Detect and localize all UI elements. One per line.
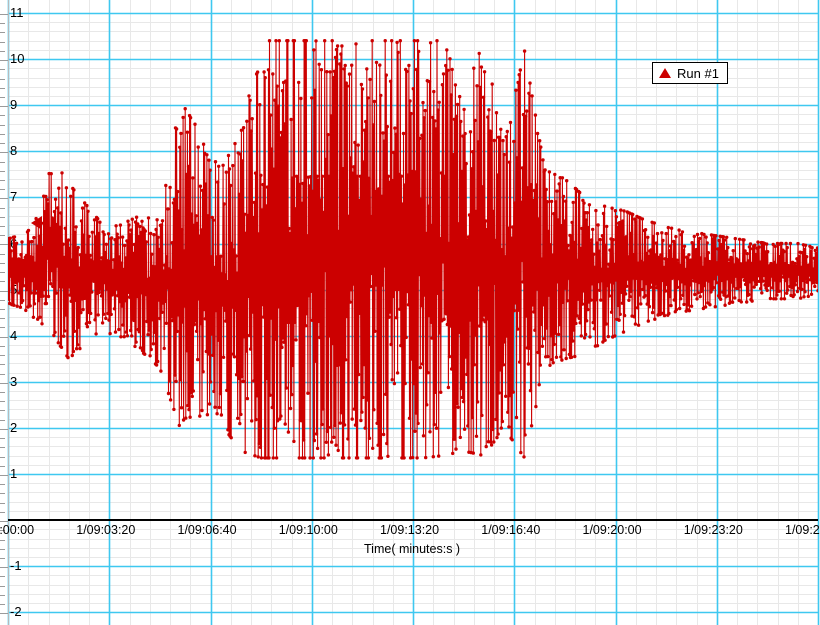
y-tick-label: 2: [10, 419, 18, 435]
y-tick-mark: [0, 409, 5, 411]
y-tick-mark: [0, 114, 5, 116]
x-tick-label: 1/09:23:20: [683, 523, 743, 537]
y-tick-mark: [0, 105, 8, 107]
y-tick-mark: [0, 400, 5, 402]
y-tick-mark: [0, 280, 5, 282]
y-tick-label: -2: [10, 604, 22, 620]
x-tick-label: 1/09:00:00: [0, 523, 35, 537]
y-tick-mark: [0, 511, 5, 513]
y-axis-line: [8, 0, 9, 625]
y-tick-mark: [0, 612, 8, 614]
x-tick-label: 1/09:16:40: [481, 523, 541, 537]
y-tick-mark: [0, 299, 5, 301]
y-tick-mark: [0, 225, 5, 227]
x-tick-label: 1/09:03:20: [76, 523, 136, 537]
x-tick-label: 1/09:10:00: [278, 523, 338, 537]
x-axis-title: Time( minutes:s ): [364, 542, 461, 556]
y-tick-mark: [0, 216, 5, 218]
x-axis-line: [8, 519, 818, 521]
y-tick-label: 3: [10, 373, 18, 389]
y-tick-mark: [0, 539, 5, 541]
x-tick-label: 1/09:20:00: [582, 523, 642, 537]
y-tick-mark: [0, 59, 8, 61]
y-tick-mark: [0, 373, 5, 375]
y-tick-mark: [0, 68, 5, 70]
y-tick-mark: [0, 170, 5, 172]
x-tick-label: 1/09:13:20: [380, 523, 440, 537]
y-tick-mark: [0, 253, 5, 255]
chart-legend[interactable]: Run #1: [652, 62, 728, 84]
y-tick-mark: [0, 197, 8, 199]
y-tick-mark: [0, 437, 5, 439]
y-tick-mark: [0, 428, 8, 430]
y-tick-mark: [0, 354, 5, 356]
legend-item-label: Run #1: [677, 65, 719, 81]
y-tick-mark: [0, 234, 5, 236]
y-tick-mark: [0, 483, 5, 485]
y-tick-mark: [0, 585, 5, 587]
y-tick-mark: [0, 557, 5, 559]
y-tick-mark: [0, 548, 5, 550]
y-tick-mark: [0, 290, 8, 292]
y-tick-mark: [0, 603, 5, 605]
y-tick-label: 11: [10, 5, 24, 20]
y-tick-mark: [0, 566, 8, 568]
y-tick-mark: [0, 419, 5, 421]
y-tick-mark: [0, 446, 5, 448]
y-tick-mark: [0, 529, 5, 531]
y-tick-mark: [0, 326, 5, 328]
y-tick-mark: [0, 336, 8, 338]
y-tick-mark: [0, 179, 5, 181]
y-tick-mark: [0, 594, 5, 596]
y-tick-mark: [0, 382, 8, 384]
y-tick-mark: [0, 78, 5, 80]
y-tick-mark: [0, 161, 5, 163]
y-tick-mark: [0, 465, 5, 467]
y-tick-mark: [0, 243, 8, 245]
x-tick-label: 1/09:26:40: [785, 523, 820, 537]
y-tick-mark: [0, 124, 5, 126]
y-tick-mark: [0, 363, 5, 365]
y-tick-mark: [0, 22, 5, 24]
y-tick-mark: [0, 50, 5, 52]
y-tick-mark: [0, 502, 5, 504]
x-tick-label: 1/09:06:40: [177, 523, 237, 537]
y-tick-mark: [0, 188, 5, 190]
y-tick-label: 4: [10, 327, 18, 343]
y-tick-mark: [0, 207, 5, 209]
y-tick-mark: [0, 96, 5, 98]
y-tick-mark: [0, 41, 5, 43]
y-tick-label: 7: [10, 189, 18, 205]
y-tick-mark: [0, 575, 5, 577]
y-tick-mark: [0, 133, 5, 135]
y-tick-mark: [0, 456, 5, 458]
y-tick-label: 9: [10, 97, 18, 113]
y-tick-label: 10: [10, 51, 25, 67]
y-tick-mark: [0, 345, 5, 347]
cursor-left-triangle-icon[interactable]: [31, 216, 42, 230]
y-tick-mark: [0, 391, 5, 393]
y-tick-label: 8: [10, 143, 18, 159]
y-tick-mark: [0, 142, 5, 144]
y-tick-mark: [0, 31, 5, 33]
y-tick-mark: [0, 151, 8, 153]
y-tick-mark: [0, 13, 8, 15]
y-tick-mark: [0, 262, 5, 264]
y-tick-mark: [0, 474, 8, 476]
y-tick-mark: [0, 87, 5, 89]
y-tick-label: -1: [10, 558, 22, 574]
y-tick-label: 1: [10, 466, 18, 481]
y-tick-mark: [0, 308, 5, 310]
legend-triangle-icon: [659, 68, 671, 78]
y-tick-mark: [0, 271, 5, 273]
y-tick-mark: [0, 492, 5, 494]
y-tick-mark: [0, 520, 8, 522]
y-tick-mark: [0, 317, 5, 319]
